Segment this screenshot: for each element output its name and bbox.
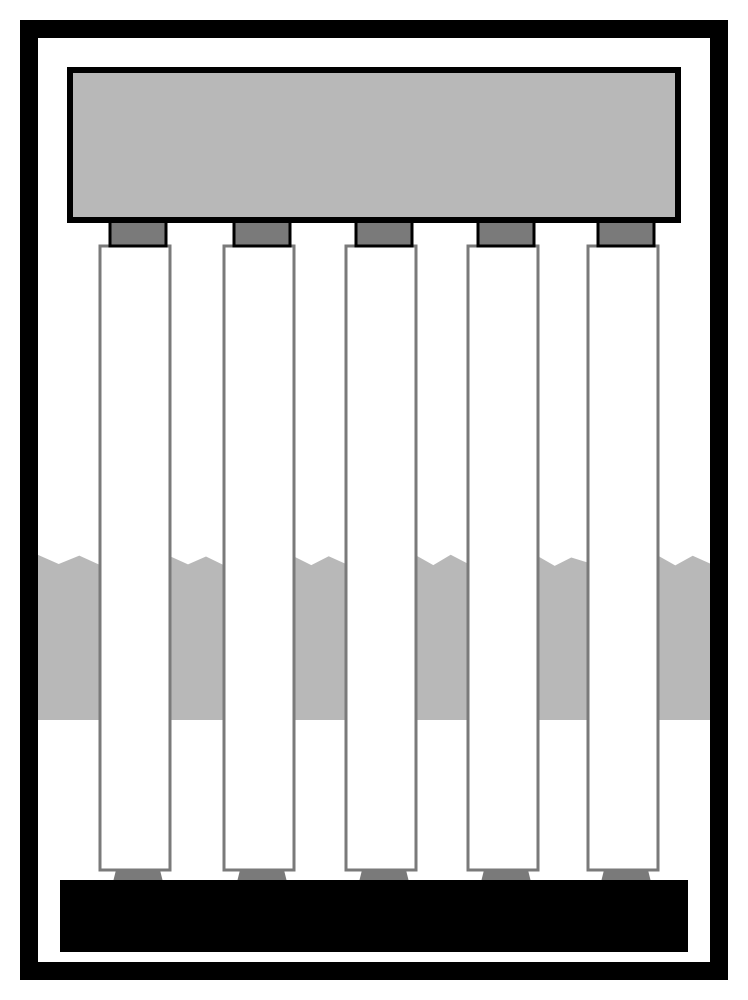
bottom-block bbox=[60, 880, 688, 952]
top-tab bbox=[234, 220, 290, 246]
schematic-diagram bbox=[0, 0, 748, 1000]
tube bbox=[468, 246, 538, 870]
tube bbox=[100, 246, 170, 870]
tube bbox=[346, 246, 416, 870]
top-tab bbox=[598, 220, 654, 246]
top-tab bbox=[478, 220, 534, 246]
top-tab bbox=[110, 220, 166, 246]
tube bbox=[224, 246, 294, 870]
tube bbox=[588, 246, 658, 870]
top-tab bbox=[356, 220, 412, 246]
top-block bbox=[70, 70, 678, 220]
